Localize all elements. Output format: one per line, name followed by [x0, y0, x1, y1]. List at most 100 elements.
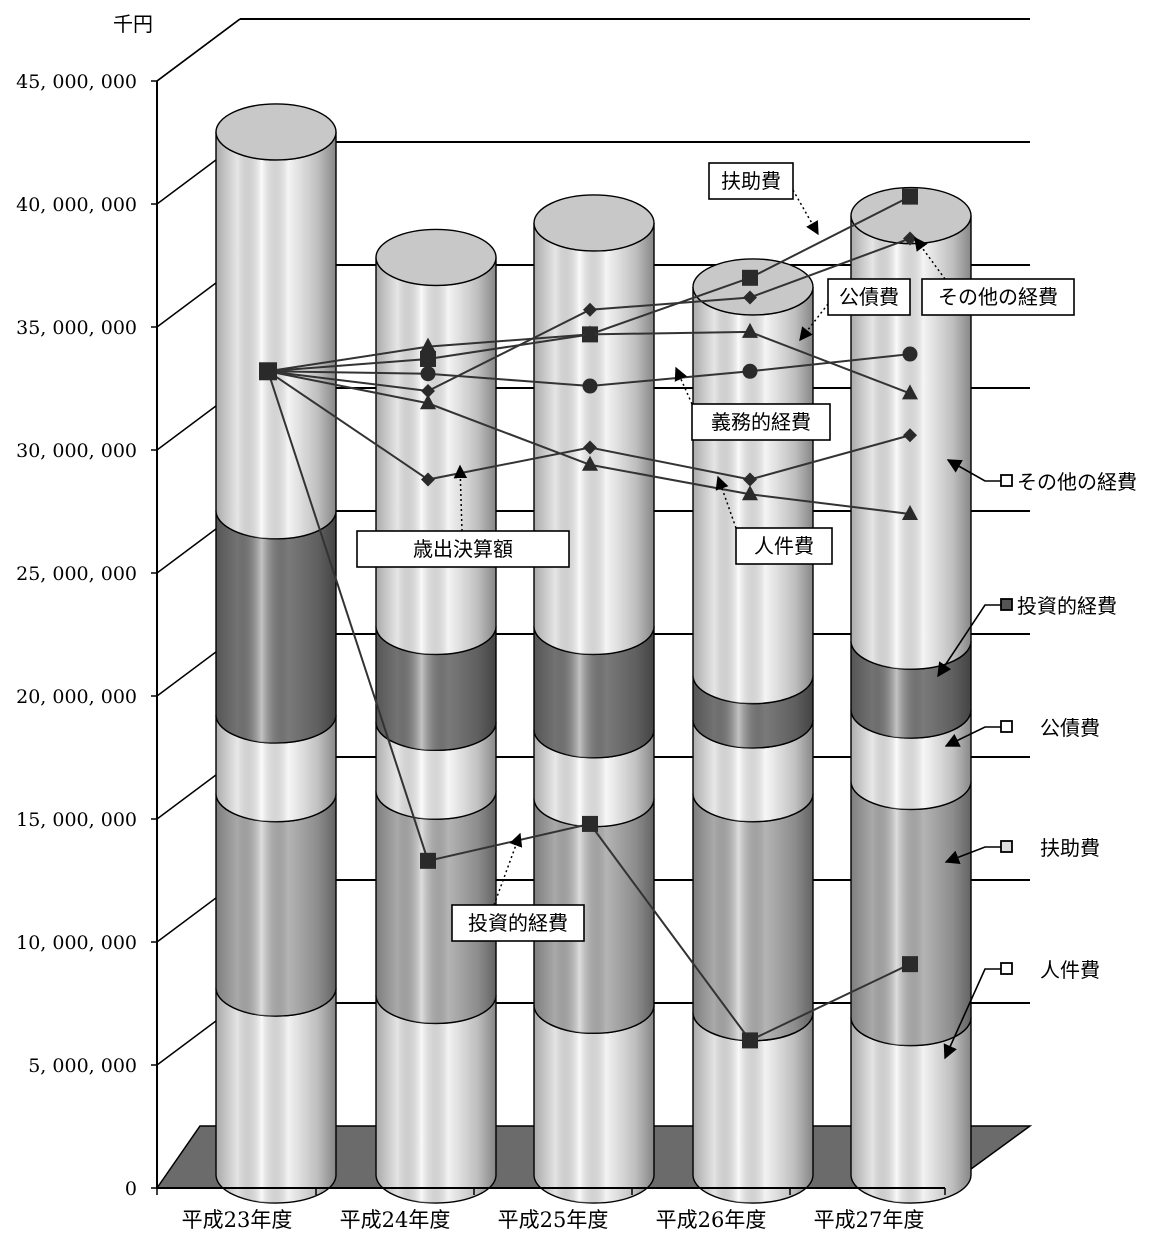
cylinder-top — [375, 228, 497, 287]
x-tick-label: 平成26年度 — [656, 1208, 767, 1232]
bar-shading — [851, 781, 971, 1046]
legend-swatch — [1000, 720, 1013, 733]
callout-pointer — [674, 366, 693, 405]
cylinder-top — [215, 103, 337, 161]
bar-shading — [376, 995, 497, 1203]
marker-square — [420, 852, 436, 869]
callout-frame — [356, 530, 570, 568]
bar-shading — [216, 510, 337, 743]
legend-label: 公債費 — [1040, 716, 1100, 740]
legend-swatch — [1000, 598, 1013, 611]
legend-label: 扶助費 — [1040, 836, 1100, 860]
callout-pointer — [715, 475, 737, 529]
marker-origin — [259, 362, 277, 381]
y-tick-label: 25, 000, 000 — [16, 563, 137, 585]
y-tick-label: 30, 000, 000 — [16, 440, 137, 462]
marker-circle — [420, 366, 436, 382]
x-tick-label: 平成25年度 — [498, 1208, 609, 1232]
marker-triangle — [582, 455, 598, 471]
x-axis: 平成23年度 平成24年度 平成25年度 平成26年度 平成27年度 — [156, 1187, 946, 1232]
cylinder-top — [533, 194, 655, 252]
callout-box: 人件費 — [715, 475, 833, 565]
marker-square — [902, 188, 918, 205]
marker-diamond — [421, 472, 435, 487]
bar-shading — [693, 675, 813, 748]
marker-square — [420, 350, 436, 367]
callout-box: 扶助費 — [708, 162, 819, 236]
cylinder-bars — [215, 103, 972, 1204]
marker-diamond — [421, 383, 435, 398]
marker-diamond — [583, 302, 597, 317]
callout-label: 公債費 — [839, 285, 899, 309]
y-tick-label: 35, 000, 000 — [16, 317, 137, 339]
callout-box: その他の経費 — [914, 236, 1075, 316]
legend-swatch — [1000, 840, 1013, 853]
cylinder-top — [692, 258, 814, 316]
side-wall-top — [156, 18, 241, 82]
index-lines — [259, 188, 918, 1049]
callout-pointer — [453, 464, 468, 532]
marker-circle — [902, 346, 918, 362]
cylinder — [850, 186, 972, 1204]
bar-shading — [216, 988, 337, 1203]
legend-pointer — [943, 968, 1001, 1060]
marker-triangle — [902, 504, 918, 520]
callout-pointer — [792, 189, 819, 236]
bar-shading — [851, 641, 971, 739]
marker-circle — [742, 363, 758, 379]
marker-triangle — [420, 337, 436, 353]
legend-pointer — [946, 459, 1001, 482]
legend-pointer — [944, 726, 1001, 747]
callout-label: 投資的経費 — [468, 911, 568, 935]
x-tick-label: 平成27年度 — [814, 1208, 925, 1232]
bar-shading — [851, 215, 971, 670]
y-tick-label: 45, 000, 000 — [16, 71, 137, 93]
marker-square — [902, 956, 918, 973]
marker-diamond — [903, 231, 917, 246]
legend-item: その他の経費 — [946, 459, 1137, 494]
legend-item: 公債費 — [944, 716, 1100, 747]
legend-label: 人件費 — [1040, 958, 1100, 982]
bar-shading — [851, 1017, 971, 1203]
y-tick-label: 5, 000, 000 — [28, 1055, 137, 1077]
legend-label: その他の経費 — [1017, 470, 1137, 494]
legend-item: 扶助費 — [944, 836, 1100, 865]
callout-label: 扶助費 — [721, 169, 781, 193]
callout-frame — [451, 904, 585, 942]
bar-shading — [693, 793, 813, 1041]
callout-pointer — [914, 236, 946, 280]
bar-shading — [216, 131, 337, 539]
legend-swatch — [1000, 474, 1013, 487]
marker-diamond — [743, 472, 757, 487]
bar-shading — [534, 1005, 654, 1203]
marker-triangle — [742, 322, 758, 338]
y-tick-label: 40, 000, 000 — [16, 194, 137, 216]
callout-box: 公債費 — [799, 278, 911, 342]
y-tick-label: 15, 000, 000 — [16, 809, 137, 831]
bar-shading — [216, 793, 337, 1017]
callout-label: その他の経費 — [938, 285, 1058, 309]
legend-pointer — [944, 846, 1001, 865]
callout-frame — [691, 403, 831, 441]
x-tick-label: 平成24年度 — [340, 1208, 451, 1232]
marker-triangle — [420, 394, 436, 410]
y-tick-label: 10, 000, 000 — [16, 932, 137, 954]
bar-shading — [376, 626, 497, 751]
marker-circle — [582, 378, 598, 394]
callout-frame — [921, 278, 1075, 316]
marker-triangle — [902, 384, 918, 400]
marker-diamond — [583, 440, 597, 455]
callout-box: 義務的経費 — [674, 366, 831, 441]
bar-shading — [534, 729, 654, 827]
marker-triangle — [742, 485, 758, 501]
bar-shading — [534, 222, 654, 655]
y-tick-label: 0 — [125, 1178, 137, 1200]
legend-item: 人件費 — [943, 958, 1100, 1060]
callout-label: 人件費 — [754, 534, 814, 558]
cylinder — [533, 194, 655, 1204]
legend-swatch — [1000, 962, 1013, 975]
cylinder — [215, 103, 337, 1204]
callout-label: 歳出決算額 — [413, 537, 513, 561]
